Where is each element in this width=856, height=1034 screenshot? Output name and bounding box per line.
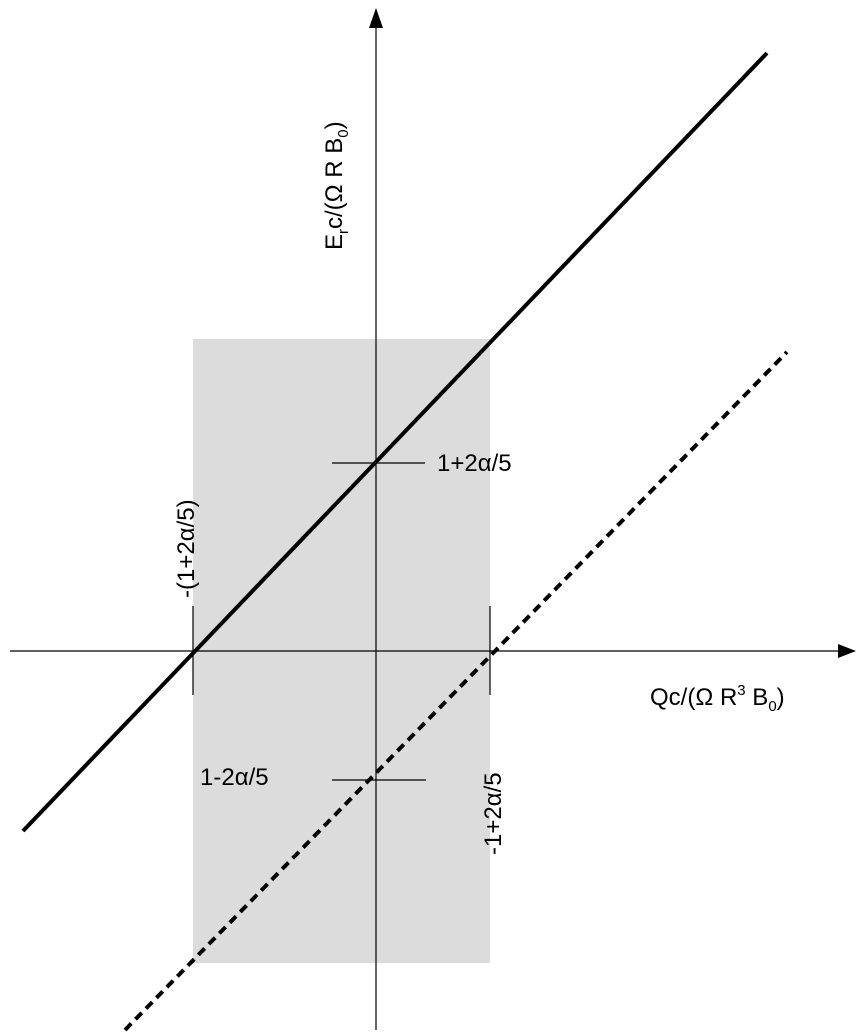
solid-line — [21, 51, 769, 833]
label-part: ) — [321, 121, 348, 129]
y-axis-label: Erc/(Ω R B0) — [321, 121, 352, 250]
tick-label: 1+2α/5 — [437, 450, 512, 477]
label-part: ) — [777, 684, 785, 711]
x-axis-arrow — [838, 644, 856, 658]
tick-label: -(1+2α/5) — [173, 499, 200, 598]
label-superscript: 3 — [737, 682, 745, 699]
label-part: c/(Ω R B — [321, 138, 348, 229]
label-part: E — [321, 234, 348, 250]
x-axis-label: Qc/(Ω R3 B0) — [650, 682, 785, 715]
label-part: B — [746, 684, 769, 711]
label-subscript: 0 — [335, 129, 352, 137]
y-axis-arrow — [369, 8, 383, 28]
label-subscript: 0 — [768, 698, 776, 715]
dashed-line — [123, 350, 789, 1032]
tick-label: -1+2α/5 — [480, 772, 507, 855]
label-part: Qc/(Ω R — [650, 684, 737, 711]
label-subscript: r — [335, 229, 352, 234]
tick-label: 1-2α/5 — [200, 764, 269, 791]
